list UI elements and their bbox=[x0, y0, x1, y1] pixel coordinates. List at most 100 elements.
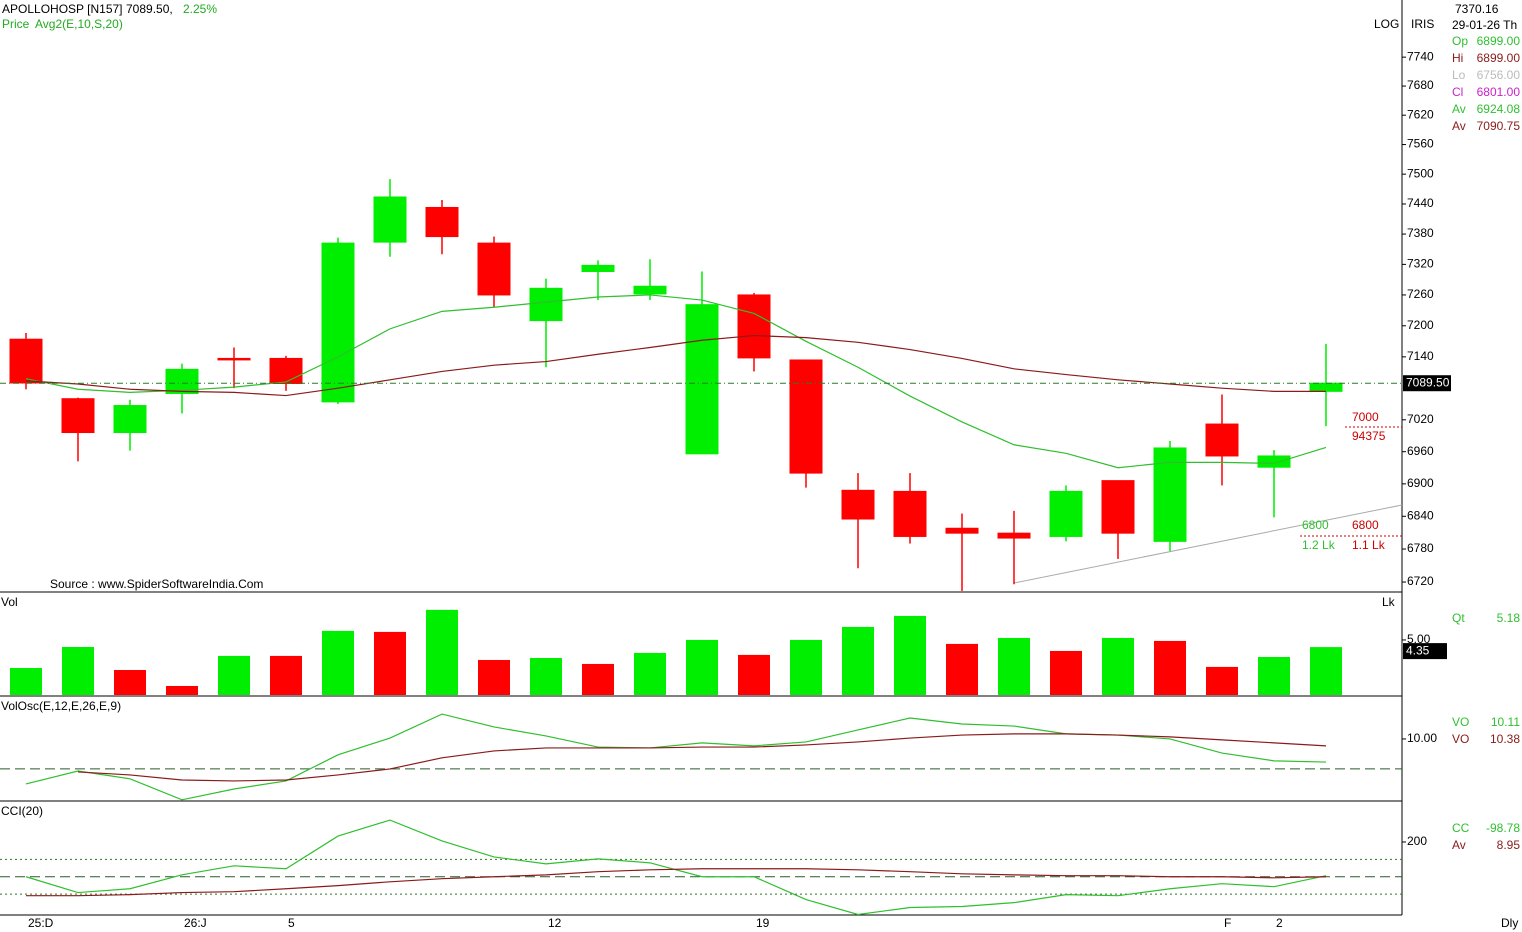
cursor-date: 29-01-26 Th bbox=[1452, 18, 1517, 32]
candle-body bbox=[997, 532, 1031, 539]
y-tick-label: 7620 bbox=[1407, 107, 1434, 121]
y-tick-label: 6720 bbox=[1407, 574, 1434, 588]
volume-bar bbox=[530, 658, 562, 695]
line bbox=[25, 334, 1326, 397]
candle-body bbox=[477, 242, 511, 296]
tool-label[interactable]: IRIS bbox=[1411, 17, 1434, 31]
readout-value: 10.11 bbox=[1491, 715, 1520, 729]
candle-body bbox=[685, 304, 719, 455]
volume-bar bbox=[582, 663, 614, 695]
line bbox=[25, 294, 1327, 469]
candle-body bbox=[1205, 423, 1239, 457]
y-tick-label: 7140 bbox=[1407, 349, 1434, 363]
volume-bar bbox=[1050, 650, 1082, 695]
last-price-box bbox=[1403, 375, 1451, 392]
readout-value: 10.38 bbox=[1490, 732, 1520, 746]
volume-bar bbox=[62, 646, 94, 695]
y-tick-label: 7320 bbox=[1407, 257, 1434, 271]
y-tick-label: 7200 bbox=[1407, 318, 1434, 332]
candle-body bbox=[529, 287, 563, 322]
symbol: APOLLOHOSP [N157] bbox=[2, 2, 123, 16]
last-price-label: 7089.50 bbox=[1406, 375, 1450, 389]
readout-label: Av bbox=[1452, 119, 1466, 133]
candle-body bbox=[841, 489, 875, 520]
candle-body bbox=[9, 338, 43, 384]
candle-body bbox=[893, 490, 927, 537]
volume-bar bbox=[218, 655, 250, 695]
annotation: 7000 bbox=[1352, 410, 1379, 424]
volume-bar bbox=[1102, 637, 1134, 695]
annotation: 6800 bbox=[1352, 518, 1379, 532]
candle-body bbox=[113, 405, 147, 434]
x-tick-label: 12 bbox=[548, 916, 562, 930]
y-tick-label: 6780 bbox=[1407, 541, 1434, 555]
panel-title: VolOsc(E,12,E,26,E,9) bbox=[1, 699, 121, 713]
volume-bar bbox=[634, 652, 666, 695]
candle-body bbox=[789, 359, 823, 474]
x-tick-label: 19 bbox=[756, 916, 770, 930]
readout-label: Cl bbox=[1452, 85, 1463, 99]
y-tick-label: 7260 bbox=[1407, 287, 1434, 301]
y-tick-label: 7740 bbox=[1407, 49, 1434, 63]
series-label: Price bbox=[2, 17, 30, 31]
x-tick-label: 26:J bbox=[184, 916, 207, 930]
readout-label: VO bbox=[1452, 732, 1469, 746]
readout-value: 5.18 bbox=[1497, 611, 1521, 625]
candle-body bbox=[1101, 480, 1135, 534]
volume-bar bbox=[1310, 647, 1342, 695]
candle-body bbox=[1049, 490, 1083, 537]
price-text: 7089.50, bbox=[126, 2, 173, 16]
candle-body bbox=[269, 357, 303, 384]
x-tick-label: 5 bbox=[288, 916, 295, 930]
annotation: 6800 bbox=[1302, 518, 1329, 532]
volume-bar bbox=[1154, 640, 1186, 695]
y-tick-label: 7380 bbox=[1407, 226, 1434, 240]
y-tick-label: 6900 bbox=[1407, 476, 1434, 490]
candle-body bbox=[737, 294, 771, 359]
y-tick-label: 7500 bbox=[1407, 166, 1434, 180]
readout-value: 6899.00 bbox=[1477, 51, 1521, 65]
y-tick-label: 7440 bbox=[1407, 196, 1434, 210]
annotation: 1.2 Lk bbox=[1302, 538, 1336, 552]
volume-bar bbox=[998, 637, 1030, 695]
readout-label: Op bbox=[1452, 34, 1468, 48]
volume-bar bbox=[1258, 657, 1290, 695]
y-tick-label: 6840 bbox=[1407, 508, 1434, 522]
readout-value: -98.78 bbox=[1486, 821, 1520, 835]
volume-bar bbox=[374, 631, 406, 695]
readout-value: 6756.00 bbox=[1477, 68, 1521, 82]
candle-body bbox=[425, 206, 459, 238]
line bbox=[26, 868, 1327, 897]
annotation: 94375 bbox=[1352, 429, 1386, 443]
source: Source : www.SpiderSoftwareIndia.Com bbox=[50, 577, 263, 591]
readout-label: Av bbox=[1452, 838, 1466, 852]
volume-bar bbox=[478, 659, 510, 695]
candle-body bbox=[1257, 455, 1291, 468]
y-tick-label: 200 bbox=[1407, 834, 1427, 848]
readout-label: CC bbox=[1452, 821, 1470, 835]
x-tick-label: 2 bbox=[1276, 916, 1283, 930]
candle-body bbox=[581, 264, 615, 272]
candle-body bbox=[217, 357, 251, 361]
candle-body bbox=[633, 285, 667, 295]
volume-bar bbox=[426, 609, 458, 695]
x-tick-label: 25:D bbox=[28, 916, 54, 930]
line bbox=[77, 733, 1327, 782]
cursor-price: 7370.16 bbox=[1455, 2, 1499, 16]
readout-label: Lo bbox=[1452, 68, 1466, 82]
volume-bar bbox=[946, 643, 978, 695]
readout-label: Hi bbox=[1452, 51, 1463, 65]
change-text: 2.25% bbox=[183, 2, 217, 16]
volume-bar bbox=[322, 630, 354, 695]
scale-label[interactable]: LOG bbox=[1374, 17, 1399, 31]
panel-title: CCI(20) bbox=[1, 804, 43, 818]
trend-line bbox=[1013, 504, 1403, 584]
unit-label: Lk bbox=[1382, 595, 1396, 609]
readout-label: VO bbox=[1452, 715, 1469, 729]
volume-bar bbox=[738, 654, 770, 695]
y-tick-label: 6960 bbox=[1407, 444, 1434, 458]
readout-value: 8.95 bbox=[1497, 838, 1521, 852]
interval[interactable]: Dly bbox=[1501, 916, 1518, 930]
volume-bar bbox=[686, 639, 718, 695]
y-tick-label: 5.00 bbox=[1407, 632, 1431, 646]
